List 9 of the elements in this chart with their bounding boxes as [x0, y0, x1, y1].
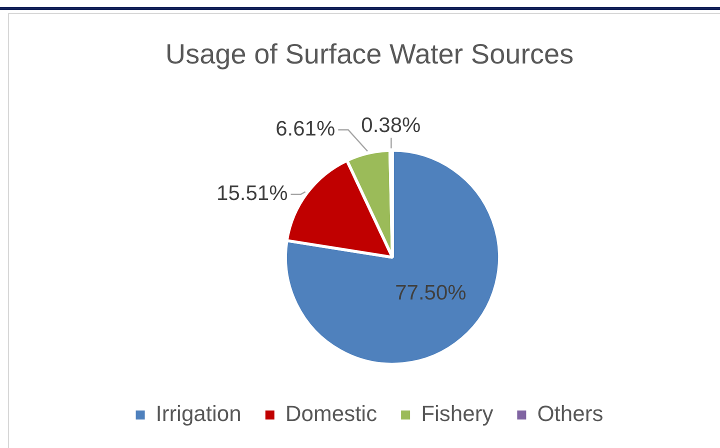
chart-title: Usage of Surface Water Sources [165, 38, 574, 70]
legend-label: Others [537, 401, 604, 426]
legend-label: Domestic [285, 401, 378, 426]
data-label: 77.50% [395, 282, 466, 305]
data-label: 0.38% [361, 114, 421, 138]
data-label: 6.61% [276, 118, 336, 141]
legend-label: Irrigation [156, 401, 242, 426]
data-label: 15.51% [216, 182, 288, 206]
legend-label: Fishery [421, 401, 494, 426]
